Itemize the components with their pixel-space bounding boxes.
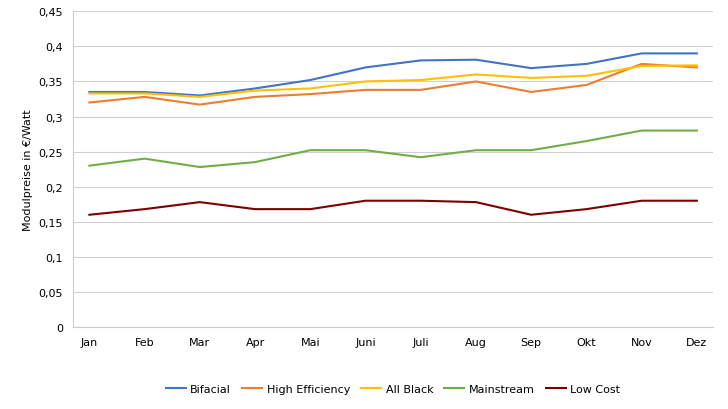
Low Cost <box>472 200 480 205</box>
High Efficiency <box>306 92 314 97</box>
All Black <box>637 64 646 69</box>
Low Cost <box>527 213 536 218</box>
Low Cost <box>361 199 370 204</box>
Mainstream <box>250 160 259 165</box>
Bifacial <box>361 66 370 71</box>
High Efficiency <box>361 88 370 93</box>
Mainstream <box>582 139 591 144</box>
High Efficiency <box>637 62 646 67</box>
Bifacial <box>527 67 536 72</box>
Mainstream <box>306 148 314 153</box>
Legend: Bifacial, High Efficiency, All Black, Mainstream, Low Cost: Bifacial, High Efficiency, All Black, Ma… <box>162 380 625 399</box>
All Black <box>361 80 370 85</box>
Line: Mainstream: Mainstream <box>90 131 697 168</box>
All Black <box>141 92 149 97</box>
Low Cost <box>582 207 591 212</box>
Line: High Efficiency: High Efficiency <box>90 65 697 106</box>
High Efficiency <box>250 95 259 100</box>
All Black <box>472 73 480 78</box>
Bifacial <box>250 87 259 92</box>
Mainstream <box>527 148 536 153</box>
Low Cost <box>85 213 94 218</box>
High Efficiency <box>195 103 204 108</box>
Mainstream <box>472 148 480 153</box>
Low Cost <box>195 200 204 205</box>
High Efficiency <box>416 88 425 93</box>
Low Cost <box>306 207 314 212</box>
Low Cost <box>141 207 149 212</box>
Bifacial <box>472 58 480 63</box>
Bifacial <box>582 62 591 67</box>
Bifacial <box>416 59 425 64</box>
Bifacial <box>692 52 701 57</box>
All Black <box>306 87 314 92</box>
Bifacial <box>85 90 94 95</box>
High Efficiency <box>527 90 536 95</box>
Mainstream <box>637 129 646 134</box>
Bifacial <box>141 90 149 95</box>
High Efficiency <box>141 95 149 100</box>
Mainstream <box>416 155 425 160</box>
All Black <box>85 92 94 97</box>
Y-axis label: Modulpreise in €/Watt: Modulpreise in €/Watt <box>23 109 33 230</box>
Mainstream <box>141 157 149 162</box>
Bifacial <box>306 79 314 83</box>
Line: Low Cost: Low Cost <box>90 201 697 215</box>
Low Cost <box>416 199 425 204</box>
High Efficiency <box>582 83 591 88</box>
Low Cost <box>692 199 701 204</box>
Mainstream <box>195 165 204 170</box>
All Black <box>195 95 204 100</box>
Line: Bifacial: Bifacial <box>90 54 697 96</box>
All Black <box>582 74 591 79</box>
All Black <box>416 79 425 83</box>
Mainstream <box>85 164 94 169</box>
High Efficiency <box>692 66 701 71</box>
High Efficiency <box>472 80 480 85</box>
Line: All Black: All Black <box>90 66 697 98</box>
Bifacial <box>637 52 646 57</box>
All Black <box>250 89 259 94</box>
Mainstream <box>361 148 370 153</box>
Low Cost <box>637 199 646 204</box>
Bifacial <box>195 94 204 99</box>
All Black <box>692 64 701 69</box>
Mainstream <box>692 129 701 134</box>
High Efficiency <box>85 101 94 106</box>
All Black <box>527 76 536 81</box>
Low Cost <box>250 207 259 212</box>
